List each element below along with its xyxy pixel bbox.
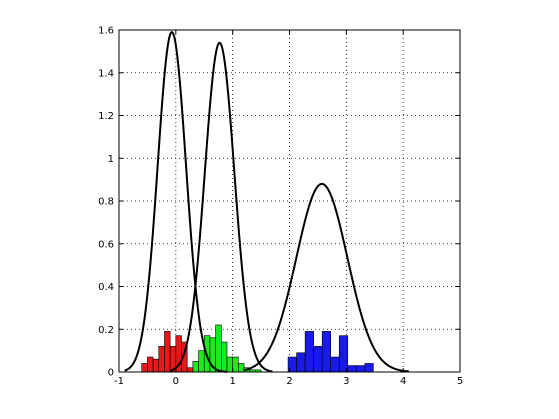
histogram-bar-2	[238, 363, 245, 373]
x-tick-label: 0	[173, 376, 179, 387]
density-curve-2	[169, 41, 274, 373]
axes-background	[119, 30, 460, 372]
histogram-bar-2	[215, 324, 222, 373]
y-tick-label: 1	[108, 154, 114, 165]
histogram-bar-3	[321, 331, 332, 373]
x-tick-label: 2	[286, 376, 292, 387]
histogram-bar-1	[152, 358, 160, 373]
histogram-bar-3	[355, 365, 366, 373]
y-tick-label: 0	[108, 368, 114, 379]
histogram-bar-3	[304, 331, 314, 373]
histogram-bar-1	[164, 331, 171, 373]
histogram-bar-2	[192, 361, 199, 373]
y-tick-labels: 0 0.2 0.4 0.6 0.8 1 1.2 1.4 1.6	[98, 26, 114, 379]
y-tick-label: 1.2	[98, 111, 114, 122]
density-curves	[124, 31, 410, 373]
histogram-bar-2	[232, 356, 239, 373]
grid	[119, 30, 460, 372]
x-tick-labels: -1 0 1 2 3 4 5	[114, 376, 463, 387]
histogram-bar-3	[338, 335, 349, 373]
y-tick-label: 0.8	[98, 197, 114, 208]
x-tick-label: 5	[457, 376, 463, 387]
x-tick-label: 4	[400, 376, 406, 387]
y-tick-label: 0.4	[98, 282, 114, 293]
histogram-bar-3	[364, 363, 374, 373]
y-tick-label: 0.6	[98, 239, 114, 250]
axis-ticks	[118, 29, 461, 373]
y-tick-label: 0.2	[98, 325, 114, 336]
histogram-bar-2	[226, 356, 233, 373]
x-tick-label: -1	[114, 376, 124, 387]
histogram-bar-1	[147, 356, 154, 373]
x-tick-label: 1	[229, 376, 235, 387]
histogram-bar-3	[330, 356, 340, 373]
histogram-bar-3	[313, 346, 323, 373]
histogram-bar-2	[221, 341, 228, 373]
histogram-bar-1	[141, 363, 148, 373]
y-tick-label: 1.6	[98, 26, 114, 37]
density-curve-1	[124, 31, 228, 373]
histogram-bar-2	[198, 350, 205, 373]
y-tick-label: 1.4	[98, 68, 114, 79]
x-tick-label: 3	[343, 376, 349, 387]
histogram-bar-1	[186, 367, 194, 373]
histogram-bar-3	[347, 365, 357, 373]
histogram-bar-1	[158, 346, 165, 373]
histogram-bar-3	[296, 352, 306, 373]
density-curve-3	[243, 182, 410, 373]
